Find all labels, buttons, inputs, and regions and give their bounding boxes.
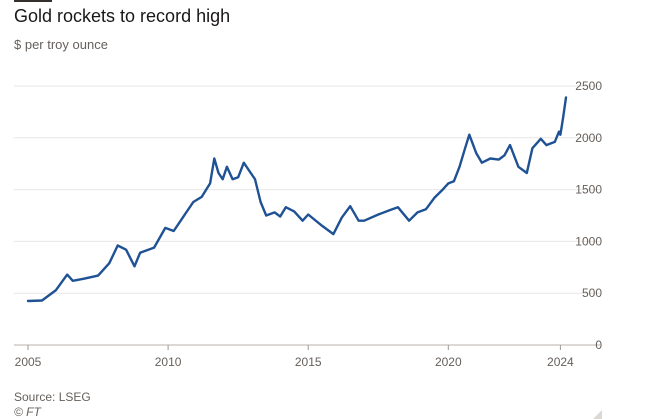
ft-credit: © FT: [14, 405, 41, 419]
x-tick-label-2024: 2024: [547, 355, 574, 369]
series-line-gold-price: [26, 96, 568, 303]
y-axis-ticks: 0 500 1000 1500 2000 2500: [575, 79, 602, 352]
x-tick-label-2005: 2005: [15, 355, 42, 369]
x-tick-label-2020: 2020: [435, 355, 462, 369]
x-axis-ticks: 2005 2010 2015 2020 2024: [15, 345, 574, 369]
source-note: Source: LSEG: [14, 390, 91, 404]
chart-subtitle: $ per troy ounce: [14, 37, 108, 52]
y-tick-label-2000: 2000: [575, 131, 602, 145]
x-tick-label-2010: 2010: [155, 355, 182, 369]
corner-fold: [593, 410, 602, 419]
top-rule: [14, 0, 52, 2]
grid-layer: [14, 85, 600, 346]
y-tick-label-1500: 1500: [575, 183, 602, 197]
y-tick-label-1000: 1000: [575, 234, 602, 248]
x-tick-label-2015: 2015: [295, 355, 322, 369]
y-tick-label-500: 500: [582, 286, 602, 300]
series-layer: [26, 96, 568, 303]
chart-title: Gold rockets to record high: [14, 6, 231, 26]
y-tick-label-2500: 2500: [575, 79, 602, 93]
y-tick-label-0: 0: [595, 338, 602, 352]
